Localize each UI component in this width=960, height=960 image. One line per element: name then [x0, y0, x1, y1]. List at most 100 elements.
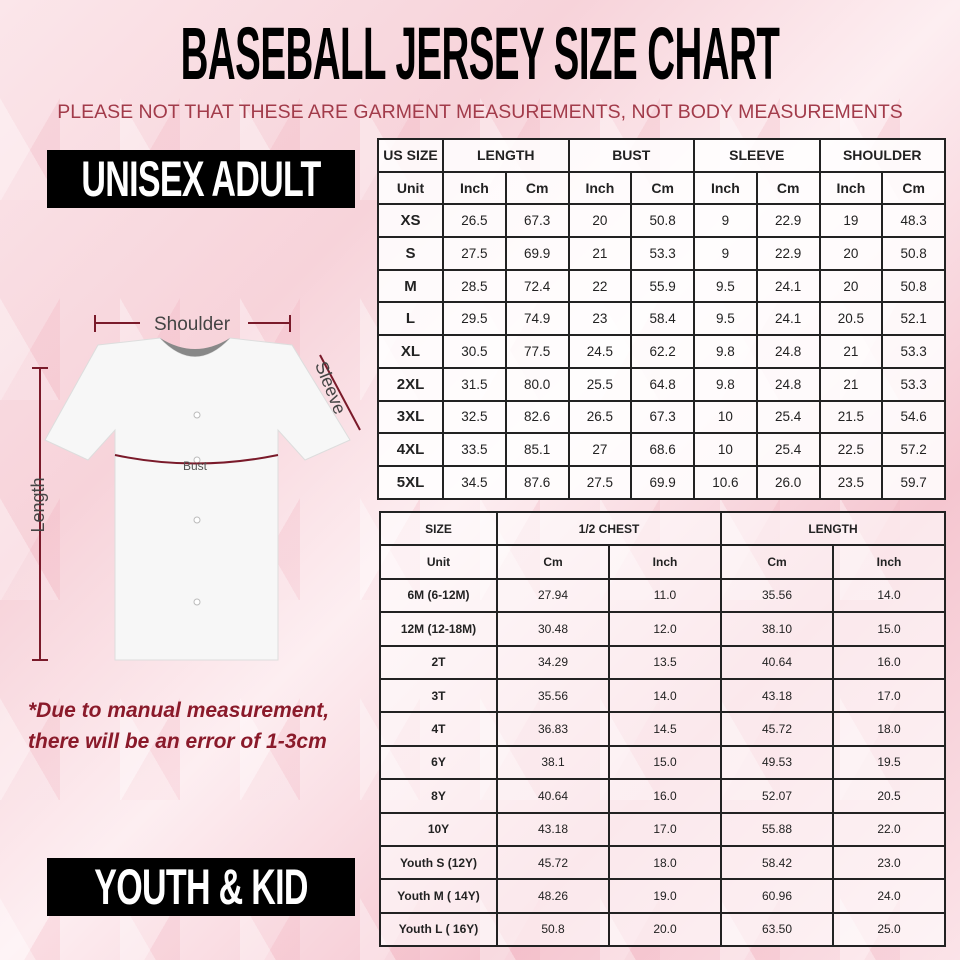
table-cell: 60.96 — [720, 878, 834, 914]
table-cell: 62.2 — [630, 334, 695, 369]
table-cell: 22.9 — [755, 203, 821, 239]
table-cell: BUST — [567, 138, 695, 173]
table-cell: Cm — [496, 544, 610, 580]
table-cell: 24.0 — [832, 878, 946, 914]
measurement-note: *Due to manual measurement, there will b… — [28, 699, 330, 753]
table-row: M 28.5 72.4 22 55.9 9.5 24.1 20 50.8 — [377, 268, 946, 304]
table-cell: 12.0 — [608, 611, 722, 647]
unit-row: Unit Inch Cm Inch Cm Inch Cm Inch Cm — [377, 170, 946, 206]
table-cell: 9.8 — [693, 334, 758, 369]
table-cell: 50.8 — [496, 911, 610, 948]
table-cell: Inch — [442, 170, 507, 206]
table-cell: Cm — [630, 170, 695, 206]
table-row: Youth S (12Y) 45.72 18.0 58.42 23.0 — [379, 844, 946, 881]
table-cell: 22.5 — [818, 432, 884, 467]
table-cell: 63.50 — [720, 911, 834, 948]
table-cell: 20 — [818, 236, 884, 271]
table-cell: 9.5 — [693, 268, 758, 304]
table-cell: 24.8 — [755, 366, 821, 402]
table-cell: 19 — [818, 203, 884, 239]
table-cell: 18.0 — [608, 844, 722, 881]
table-row: 8Y 40.64 16.0 52.07 20.5 — [379, 778, 946, 814]
table-cell: 25.4 — [755, 399, 821, 435]
table-cell: 85.1 — [504, 432, 570, 467]
table-cell: 59.7 — [881, 464, 946, 500]
table-cell: 40.64 — [496, 778, 610, 814]
table-cell: M — [377, 268, 444, 304]
table-cell: 3T — [379, 677, 498, 714]
table-cell: Unit — [377, 170, 444, 206]
table-cell: 31.5 — [442, 366, 507, 402]
table-cell: Youth M ( 14Y) — [379, 878, 498, 914]
table-cell: Cm — [755, 170, 821, 206]
table-cell: 14.5 — [608, 711, 722, 747]
table-row: 2T 34.29 13.5 40.64 16.0 — [379, 644, 946, 680]
table-row: 2XL 31.5 80.0 25.5 64.8 9.8 24.8 21 53.3 — [377, 366, 946, 402]
table-cell: Youth S (12Y) — [379, 844, 498, 881]
table-cell: 36.83 — [496, 711, 610, 747]
table-cell: 10 — [693, 432, 758, 467]
bust-label: Bust — [183, 459, 208, 473]
table-cell: 35.56 — [496, 677, 610, 714]
unisex-adult-text: UNISEX ADULT — [81, 151, 321, 207]
table-cell: SIZE — [379, 510, 498, 547]
table-cell: 15.0 — [608, 744, 722, 781]
table-row: 3XL 32.5 82.6 26.5 67.3 10 25.4 21.5 54.6 — [377, 399, 946, 435]
table-cell: 8Y — [379, 778, 498, 814]
table-cell: 40.64 — [720, 644, 834, 680]
table-cell: 69.9 — [630, 464, 695, 500]
table-cell: 38.10 — [720, 611, 834, 647]
table-cell: 34.29 — [496, 644, 610, 680]
table-cell: 50.8 — [630, 203, 695, 239]
table-cell: 25.0 — [832, 911, 946, 948]
youth-kid-text: YOUTH & KID — [94, 859, 308, 915]
shoulder-label: Shoulder — [154, 314, 231, 335]
length-label: Length — [28, 477, 48, 532]
table-row: S 27.5 69.9 21 53.3 9 22.9 20 50.8 — [377, 236, 946, 271]
table-cell: 67.3 — [504, 203, 570, 239]
table-cell: 22.0 — [832, 811, 946, 847]
table-row: 4XL 33.5 85.1 27 68.6 10 25.4 22.5 57.2 — [377, 432, 946, 467]
table-cell: 67.3 — [630, 399, 695, 435]
table-cell: 10 — [693, 399, 758, 435]
table-cell: 6Y — [379, 744, 498, 781]
table-cell: S — [377, 236, 444, 271]
unit-row: Unit Cm Inch Cm Inch — [379, 544, 946, 580]
table-cell: 14.0 — [832, 577, 946, 614]
table-cell: 32.5 — [442, 399, 507, 435]
header-row: SIZE 1/2 CHEST LENGTH — [379, 510, 946, 547]
table-cell: Cm — [720, 544, 834, 580]
table-cell: 48.3 — [881, 203, 946, 239]
table-cell: 11.0 — [608, 577, 722, 614]
table-cell: 27 — [567, 432, 633, 467]
table-cell: 29.5 — [442, 301, 507, 337]
table-cell: 53.3 — [630, 236, 695, 271]
table-cell: LENGTH — [442, 138, 570, 173]
table-cell: 54.6 — [881, 399, 946, 435]
header-row: US SIZE LENGTH BUST SLEEVE SHOULDER — [377, 138, 946, 173]
table-cell: 45.72 — [720, 711, 834, 747]
table-cell: 27.94 — [496, 577, 610, 614]
table-cell: Cm — [881, 170, 946, 206]
table-row: L 29.5 74.9 23 58.4 9.5 24.1 20.5 52.1 — [377, 301, 946, 337]
table-cell: 24.5 — [567, 334, 633, 369]
table-cell: 4XL — [377, 432, 444, 467]
table-cell: 9.8 — [693, 366, 758, 402]
table-cell: 52.07 — [720, 778, 834, 814]
table-cell: 20 — [818, 268, 884, 304]
table-cell: 55.9 — [630, 268, 695, 304]
table-cell: 53.3 — [881, 334, 946, 369]
table-row: Youth L ( 16Y) 50.8 20.0 63.50 25.0 — [379, 911, 946, 948]
table-cell: Unit — [379, 544, 498, 580]
table-cell: 26.5 — [567, 399, 633, 435]
table-cell: 22.9 — [755, 236, 821, 271]
table-row: 10Y 43.18 17.0 55.88 22.0 — [379, 811, 946, 847]
table-cell: 72.4 — [504, 268, 570, 304]
table-row: 4T 36.83 14.5 45.72 18.0 — [379, 711, 946, 747]
table-cell: 87.6 — [504, 464, 570, 500]
table-cell: 34.5 — [442, 464, 507, 500]
table-cell: 9.5 — [693, 301, 758, 337]
table-cell: 38.1 — [496, 744, 610, 781]
table-cell: 28.5 — [442, 268, 507, 304]
table-cell: 21 — [818, 334, 884, 369]
